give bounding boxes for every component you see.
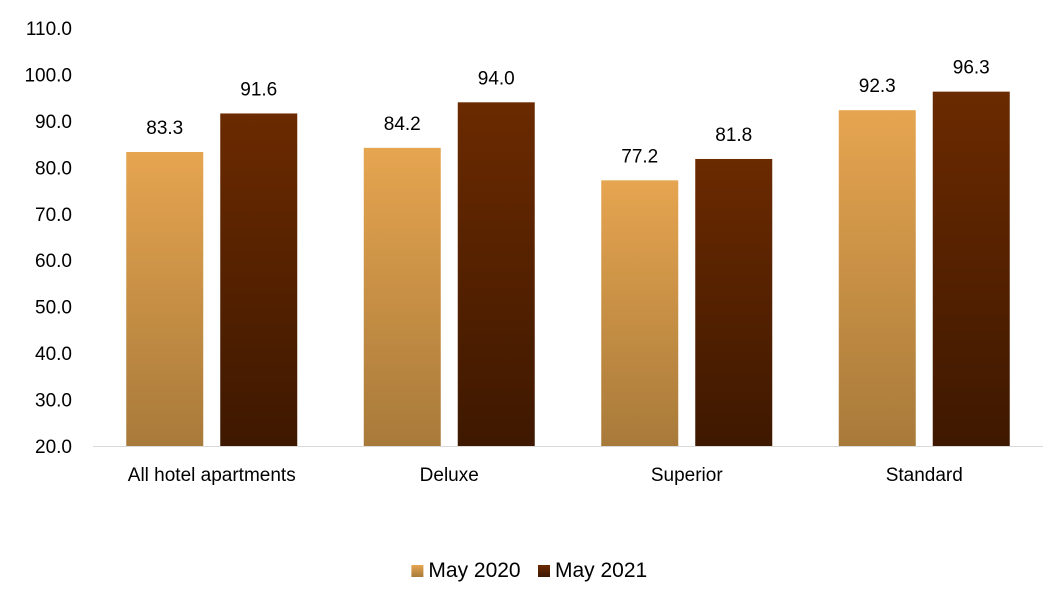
y-tick-label: 80.0 [35,158,72,179]
y-tick-label: 40.0 [35,344,72,365]
legend-label: May 2021 [555,559,647,582]
y-tick-label: 60.0 [35,251,72,272]
data-label: 91.6 [240,79,277,100]
bar-may-2020 [126,152,204,447]
bars-group [126,91,1010,447]
data-label: 77.2 [621,146,658,167]
bar-may-2021 [457,102,535,447]
legend-swatch [411,565,424,577]
data-labels-group: 83.3 91.6 84.2 94.0 77.2 81.8 92.3 96.3 [146,58,989,168]
data-label: 81.8 [715,125,752,146]
y-axis: 20.0 30.0 40.0 50.0 60.0 70.0 80.0 90.0 100.0 110… [24,19,72,458]
x-tick-label: Deluxe [420,465,479,486]
data-label: 83.3 [146,118,183,139]
y-tick-label: 90.0 [35,112,72,133]
y-tick-label: 30.0 [35,391,72,412]
bar-may-2021 [695,158,773,446]
bar-may-2021 [932,91,1010,446]
bar-may-2021 [220,113,298,447]
y-tick-label: 100.0 [24,65,72,86]
legend-swatch [538,565,550,577]
legend-label: May 2020 [428,559,520,582]
bar-may-2020 [363,147,441,446]
bar-may-2020 [601,180,679,447]
x-axis: All hotel apartments Deluxe Superior Standa… [93,446,1043,486]
x-tick-label: Standard [886,465,963,486]
data-label: 94.0 [478,68,515,89]
data-label: 84.2 [384,114,421,135]
data-label: 92.3 [859,76,896,97]
bar-may-2020 [838,110,916,446]
y-tick-label: 50.0 [35,298,72,319]
data-label: 96.3 [953,58,990,79]
y-tick-label: 70.0 [35,205,72,226]
x-tick-label: Superior [651,465,723,486]
x-tick-label: All hotel apartments [128,465,296,486]
legend: May 2020 May 2021 [411,559,647,582]
y-tick-label: 110.0 [26,19,72,40]
y-tick-label: 20.0 [35,437,72,458]
